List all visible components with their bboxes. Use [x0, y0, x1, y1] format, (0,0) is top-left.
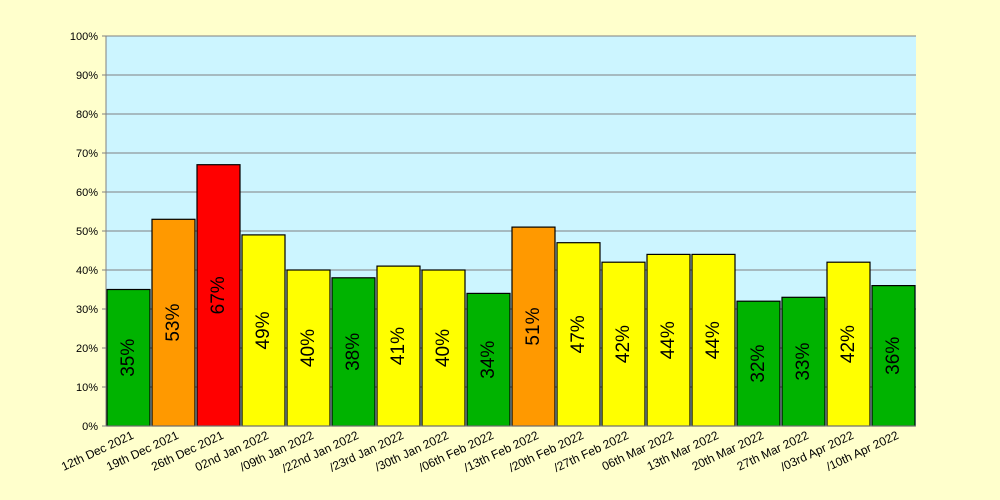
data-label: 41% [388, 327, 409, 365]
data-label: 67% [208, 276, 229, 314]
bar [196, 164, 241, 427]
y-tick-label: 10% [76, 382, 98, 394]
bar [286, 269, 331, 427]
data-label: 36% [883, 337, 904, 375]
data-label: 33% [793, 343, 814, 381]
data-label: 47% [568, 315, 589, 353]
y-tick-label: 70% [76, 148, 98, 160]
data-label: 51% [523, 307, 544, 345]
y-axis-ticks: 0% 10% 20% 30% 40% 50% 60% 70% 80% 90% 100% [70, 31, 106, 433]
bar [376, 265, 421, 427]
y-tick-label: 20% [76, 343, 98, 355]
bar [646, 253, 691, 427]
data-label: 44% [658, 321, 679, 359]
data-label: 49% [253, 311, 274, 349]
data-label: 40% [433, 329, 454, 367]
y-tick-label: 40% [76, 265, 98, 277]
bar [241, 234, 286, 427]
bar [421, 269, 466, 427]
bar [511, 226, 556, 427]
y-tick-label: 0% [82, 421, 98, 433]
data-label: 32% [748, 344, 769, 382]
bar [331, 277, 376, 427]
y-tick-label: 30% [76, 304, 98, 316]
y-tick-label: 50% [76, 226, 98, 238]
bar [556, 242, 601, 427]
data-label: 34% [478, 341, 499, 379]
data-label: 53% [163, 304, 184, 342]
bars [106, 164, 916, 427]
bar [871, 285, 916, 427]
y-tick-label: 60% [76, 187, 98, 199]
bar [151, 218, 196, 427]
data-label: 35% [118, 339, 139, 377]
data-labels: 35% 53% 67% 49% 40% 38% 41% 40% 34% 51% 47% 42% 44% 4… [118, 276, 904, 382]
y-tick-label: 100% [70, 31, 98, 43]
data-label: 42% [613, 325, 634, 363]
gridlines [106, 35, 916, 388]
bar [781, 296, 826, 427]
y-tick-label: 90% [76, 70, 98, 82]
bar [466, 292, 511, 427]
bar [691, 253, 736, 427]
data-label: 42% [838, 325, 859, 363]
data-label: 38% [343, 333, 364, 371]
data-label: 44% [703, 321, 724, 359]
bar [736, 300, 781, 427]
y-tick-label: 80% [76, 109, 98, 121]
data-label: 40% [298, 329, 319, 367]
bar [601, 261, 646, 427]
bar [826, 261, 871, 427]
bar [106, 288, 151, 427]
